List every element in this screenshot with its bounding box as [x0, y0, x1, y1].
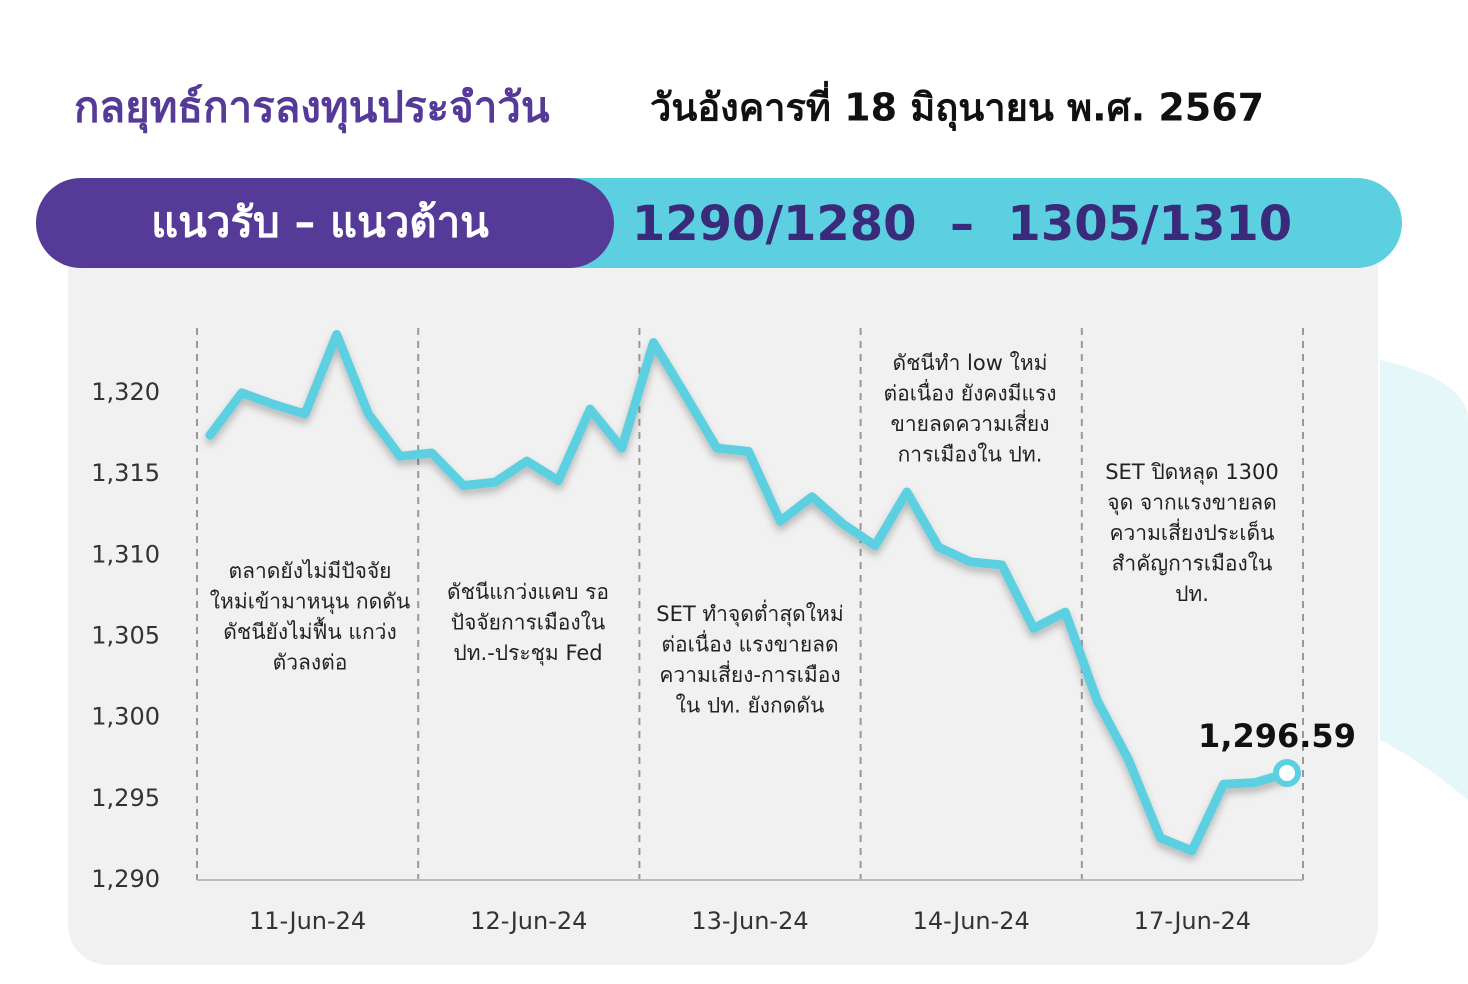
y-tick-label: 1,300 [91, 703, 160, 731]
annotation: ปัจจัยการเมืองใน [451, 611, 606, 635]
annotation: ต่อเนื่อง แรงขายลด [661, 630, 838, 657]
annotation: SET ปิดหลุด 1300 [1105, 460, 1279, 485]
x-tick-label: 13-Jun-24 [691, 907, 808, 935]
annotation: ตลาดยังไม่มีปัจจัย [229, 559, 392, 583]
y-tick-label: 1,310 [91, 540, 160, 568]
chart-card [68, 230, 1378, 965]
annotation: จุด จากแรงขายลด [1107, 491, 1276, 516]
annotation: ความเสี่ยง-การเมือง [659, 660, 840, 687]
levels-label-bg [36, 178, 614, 268]
annotation: ใน ปท. ยังกดดัน [676, 694, 825, 718]
line [205, 330, 1292, 856]
annotation: ขายลดความเสี่ยง [891, 409, 1050, 436]
x-tick-label: 11-Jun-24 [249, 907, 366, 935]
annotation: ดัชนีทำ low ใหม่ [892, 351, 1047, 375]
annotation: ต่อเนื่อง ยังคงมีแรง [883, 379, 1056, 406]
y-tick-label: 1,320 [91, 378, 160, 406]
value-label: 1,296.59 [1198, 717, 1356, 755]
annotation: การเมืองใน ปท. [898, 443, 1043, 467]
y-tick-label: 1,315 [91, 459, 160, 487]
levels-label: แนวรับ – แนวต้าน [151, 198, 489, 247]
x-tick-label: 17-Jun-24 [1134, 907, 1251, 935]
annotation: ตัวลงต่อ [273, 651, 348, 675]
annotation: ใหม่เข้ามาหนุน กดดัน [210, 590, 410, 615]
y-tick-label: 1,290 [91, 865, 160, 893]
levels: 1290/1280 – 1305/1310 [632, 196, 1292, 252]
date: วันอังคารที่ 18 มิถุนายน พ.ศ. 2567 [650, 81, 1264, 132]
x-tick-label: 14-Jun-24 [913, 907, 1030, 935]
end-point [1273, 759, 1301, 788]
annotation: สำคัญการเมืองใน [1112, 552, 1273, 576]
annotation: ดัชนียังไม่ฟื้น แกว่ง [223, 617, 396, 644]
plot: 1,290 1,295 1,300 1,305 1,310 1,315 1,320 11-Ju… [91, 328, 1356, 935]
annotation: ปท. [1175, 582, 1209, 606]
annotation: ปท.-ประชุม Fed [453, 641, 602, 666]
title: กลยุทธ์การลงทุนประจำวัน [74, 83, 550, 134]
annotation: ดัชนีแกว่งแคบ รอ [447, 580, 609, 604]
y-tick-label: 1,295 [91, 784, 160, 812]
annotation: ความเสี่ยงประเด็น [1109, 518, 1274, 545]
x-tick-label: 12-Jun-24 [470, 907, 587, 935]
decor [1380, 360, 1468, 800]
annotation: SET ทำจุดต่ำสุดใหม่ [656, 599, 844, 627]
y-tick-label: 1,305 [91, 621, 160, 649]
